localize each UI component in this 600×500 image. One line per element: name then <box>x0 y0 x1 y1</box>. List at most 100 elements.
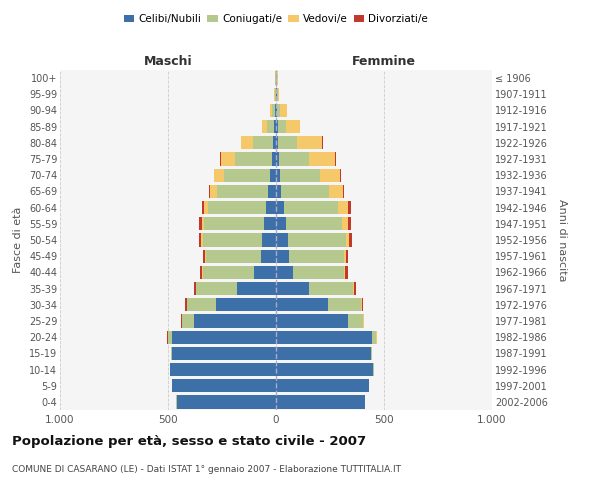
Bar <box>172 330 276 344</box>
Bar <box>278 120 286 134</box>
Bar <box>278 88 279 101</box>
Bar <box>349 217 351 230</box>
Bar <box>276 217 286 230</box>
Bar <box>276 250 289 263</box>
Bar <box>310 152 335 166</box>
Bar <box>202 201 203 214</box>
Bar <box>182 314 194 328</box>
Bar <box>343 185 344 198</box>
Bar <box>338 201 349 214</box>
Bar <box>276 266 293 279</box>
Bar <box>276 314 349 328</box>
Bar <box>329 185 343 198</box>
Bar <box>276 346 371 360</box>
Bar <box>214 168 224 182</box>
Bar <box>284 201 338 214</box>
Bar <box>253 136 273 149</box>
Bar <box>194 282 196 295</box>
Bar <box>371 346 372 360</box>
Bar <box>203 234 262 246</box>
Bar <box>272 152 276 166</box>
Bar <box>202 234 203 246</box>
Bar <box>344 250 346 263</box>
Bar <box>277 88 278 101</box>
Bar <box>170 363 276 376</box>
Bar <box>349 234 352 246</box>
Bar <box>269 168 276 182</box>
Bar <box>275 104 276 117</box>
Bar <box>277 72 278 85</box>
Bar <box>209 185 210 198</box>
Bar <box>276 363 373 376</box>
Bar <box>277 104 280 117</box>
Bar <box>262 120 267 134</box>
Bar <box>171 346 172 360</box>
Text: Popolazione per età, sesso e stato civile - 2007: Popolazione per età, sesso e stato civil… <box>12 435 366 448</box>
Bar <box>276 104 277 117</box>
Bar <box>288 234 346 246</box>
Bar <box>215 298 276 312</box>
Bar <box>346 234 349 246</box>
Bar <box>296 136 322 149</box>
Bar <box>279 152 310 166</box>
Bar <box>344 266 345 279</box>
Bar <box>346 250 348 263</box>
Bar <box>270 104 272 117</box>
Bar <box>342 217 349 230</box>
Bar <box>194 314 276 328</box>
Bar <box>208 201 266 214</box>
Bar <box>206 250 261 263</box>
Text: Femmine: Femmine <box>352 54 416 68</box>
Bar <box>353 282 356 295</box>
Bar <box>320 168 340 182</box>
Bar <box>203 217 264 230</box>
Bar <box>205 250 206 263</box>
Bar <box>276 136 278 149</box>
Bar <box>264 217 276 230</box>
Bar <box>276 379 369 392</box>
Bar <box>217 185 268 198</box>
Bar <box>196 282 237 295</box>
Bar <box>276 234 288 246</box>
Bar <box>322 136 323 149</box>
Bar <box>276 298 328 312</box>
Bar <box>345 266 348 279</box>
Bar <box>185 298 187 312</box>
Bar <box>281 185 329 198</box>
Bar <box>276 396 365 408</box>
Bar <box>267 120 274 134</box>
Bar <box>276 282 310 295</box>
Y-axis label: Fasce di età: Fasce di età <box>13 207 23 273</box>
Bar <box>276 330 372 344</box>
Bar <box>176 396 276 408</box>
Bar <box>328 298 361 312</box>
Bar <box>203 250 205 263</box>
Bar <box>276 152 279 166</box>
Bar <box>200 266 202 279</box>
Bar <box>349 201 350 214</box>
Bar <box>349 314 364 328</box>
Y-axis label: Anni di nascita: Anni di nascita <box>557 198 567 281</box>
Bar <box>362 298 364 312</box>
Bar <box>276 168 280 182</box>
Bar <box>273 136 276 149</box>
Bar <box>237 282 276 295</box>
Text: Maschi: Maschi <box>143 54 193 68</box>
Bar <box>172 379 276 392</box>
Bar <box>286 120 300 134</box>
Legend: Celibi/Nubili, Coniugati/e, Vedovi/e, Divorziati/e: Celibi/Nubili, Coniugati/e, Vedovi/e, Di… <box>119 10 433 29</box>
Bar <box>168 330 172 344</box>
Bar <box>372 330 376 344</box>
Bar <box>224 168 269 182</box>
Bar <box>293 266 344 279</box>
Bar <box>274 120 276 134</box>
Bar <box>278 136 296 149</box>
Bar <box>199 217 202 230</box>
Bar <box>340 168 341 182</box>
Bar <box>266 201 276 214</box>
Bar <box>221 152 235 166</box>
Bar <box>276 120 278 134</box>
Bar <box>261 250 276 263</box>
Bar <box>203 266 254 279</box>
Bar <box>276 185 281 198</box>
